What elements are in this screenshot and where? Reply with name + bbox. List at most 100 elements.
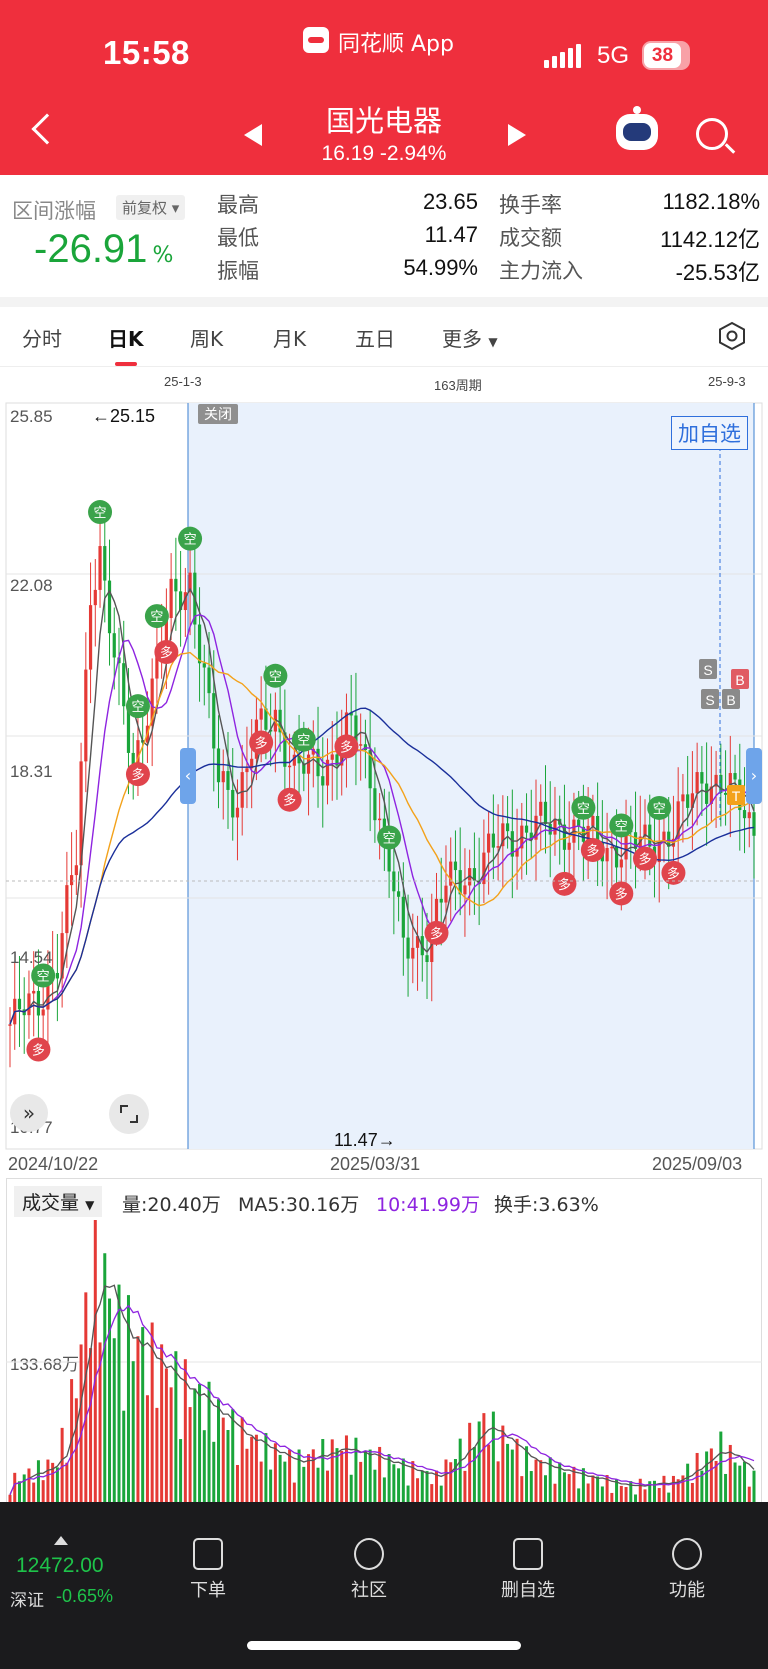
volume-selector-label: 成交量: [22, 1192, 80, 1214]
volume-bar: [141, 1327, 145, 1510]
range-right-handle[interactable]: ›: [746, 748, 762, 804]
candle-body: [439, 898, 443, 903]
candle-body: [444, 885, 448, 903]
volume-bar: [321, 1439, 325, 1510]
signal-label: 多: [558, 877, 571, 893]
tab-more[interactable]: 更多 ▼: [442, 323, 498, 352]
candle-body: [27, 993, 31, 1016]
volume-bar: [363, 1450, 367, 1510]
nav-remove-watch[interactable]: 删自选: [483, 1538, 573, 1602]
low-marker: 11.47→: [334, 1130, 396, 1150]
volume-bar: [586, 1483, 590, 1510]
nav-remove-watch-label: 删自选: [501, 1580, 555, 1601]
tab-monthly-k[interactable]: 月K: [273, 327, 307, 351]
volume-ma5: MA5:30.16万: [238, 1194, 360, 1216]
candle-body: [396, 891, 401, 897]
tab-weekly-k[interactable]: 周K: [190, 327, 224, 351]
volume-bar: [335, 1448, 339, 1510]
signal-label: 空: [297, 734, 310, 749]
prev-stock-icon[interactable]: [244, 124, 262, 146]
index-name: 深证: [10, 1591, 44, 1611]
candle-body: [747, 812, 751, 819]
nav-community[interactable]: 社区: [324, 1538, 414, 1602]
back-icon[interactable]: [31, 113, 63, 145]
volume-bar: [354, 1437, 358, 1510]
menu-list-icon: [672, 1538, 702, 1570]
turnover-value: 1182.18%: [662, 189, 760, 214]
candle-body: [373, 788, 377, 821]
candle-body: [553, 818, 557, 835]
signal-label: 多: [586, 843, 599, 859]
section-divider: [0, 297, 768, 307]
expand-panel-icon[interactable]: »: [10, 1094, 48, 1132]
volume-bar: [17, 1481, 21, 1510]
range-selection-area[interactable]: [188, 403, 754, 1149]
volume-turnover: 换手:3.63%: [494, 1194, 599, 1216]
candle-body: [548, 823, 552, 835]
candle-body: [491, 833, 495, 848]
nav-functions[interactable]: 功能: [642, 1538, 732, 1602]
search-icon[interactable]: [696, 118, 728, 150]
tab-daily-k[interactable]: 日K: [108, 327, 144, 351]
nav-order[interactable]: 下单: [163, 1538, 253, 1602]
stock-name: 国光电器: [325, 104, 442, 138]
volume-bar: [131, 1361, 135, 1510]
volume-bar: [411, 1461, 415, 1510]
volume-bar: [51, 1462, 55, 1510]
volume-chart[interactable]: [0, 1220, 768, 1512]
assistant-robot-icon[interactable]: [616, 106, 658, 150]
volume-bar: [619, 1485, 623, 1510]
range-start-date: 25-1-3: [164, 374, 202, 389]
volume-bar: [55, 1467, 59, 1510]
volume-indicator-selector[interactable]: 成交量 ▼: [14, 1186, 103, 1217]
volume-bar: [283, 1461, 287, 1510]
volume-bar: [548, 1457, 552, 1510]
candle-body: [178, 591, 183, 611]
signal-label: 空: [383, 831, 396, 846]
volume-bar: [217, 1399, 221, 1510]
candle-body: [415, 936, 420, 948]
candle-body: [482, 852, 486, 885]
candle-body: [136, 740, 140, 766]
volume-bar: [13, 1472, 17, 1510]
volume-bar: [245, 1448, 249, 1510]
volume-bar: [709, 1448, 713, 1510]
candle-body: [591, 815, 595, 826]
candle-body: [633, 832, 638, 849]
range-change-number: -26.91: [34, 227, 148, 271]
range-left-handle[interactable]: ‹: [180, 748, 196, 804]
volume-bar: [416, 1478, 420, 1510]
candle-body: [349, 712, 353, 716]
candle-body: [472, 868, 477, 881]
candle-body: [411, 947, 415, 959]
settings-hexagon-icon[interactable]: [717, 321, 747, 351]
volume-bar: [743, 1461, 747, 1510]
candle-body: [401, 896, 405, 938]
candle-body: [321, 776, 325, 786]
volume-bar: [662, 1475, 666, 1510]
close-range-button[interactable]: 关闭: [198, 404, 238, 424]
candle-body: [700, 772, 704, 784]
fullscreen-icon[interactable]: [109, 1094, 149, 1134]
candle-body: [174, 578, 178, 592]
volume-bar: [174, 1351, 178, 1510]
volume-bar: [108, 1298, 112, 1510]
long-signal-marker: [125, 762, 150, 787]
tab-intraday[interactable]: 分时: [22, 327, 62, 351]
volume-value: 量:20.40万: [122, 1194, 221, 1216]
trade-tag: [731, 669, 749, 689]
app-header: 15:58 同花顺 App 5G 38 国光电器 16.19 -2.94%: [0, 0, 768, 175]
candle-body: [643, 824, 647, 837]
adjust-selector[interactable]: 前复权 ▾: [116, 195, 186, 220]
amplitude-value: 54.99%: [403, 255, 478, 280]
next-stock-icon[interactable]: [508, 124, 526, 146]
candle-body: [581, 826, 586, 842]
tab-five-day[interactable]: 五日: [355, 327, 395, 351]
volume-bar: [695, 1452, 699, 1510]
add-watchlist-button[interactable]: 加自选: [671, 416, 748, 450]
long-signal-marker: [633, 846, 658, 871]
volume-bar: [359, 1461, 363, 1510]
index-value[interactable]: 12472.00: [16, 1554, 104, 1577]
volume-bar: [22, 1474, 26, 1510]
